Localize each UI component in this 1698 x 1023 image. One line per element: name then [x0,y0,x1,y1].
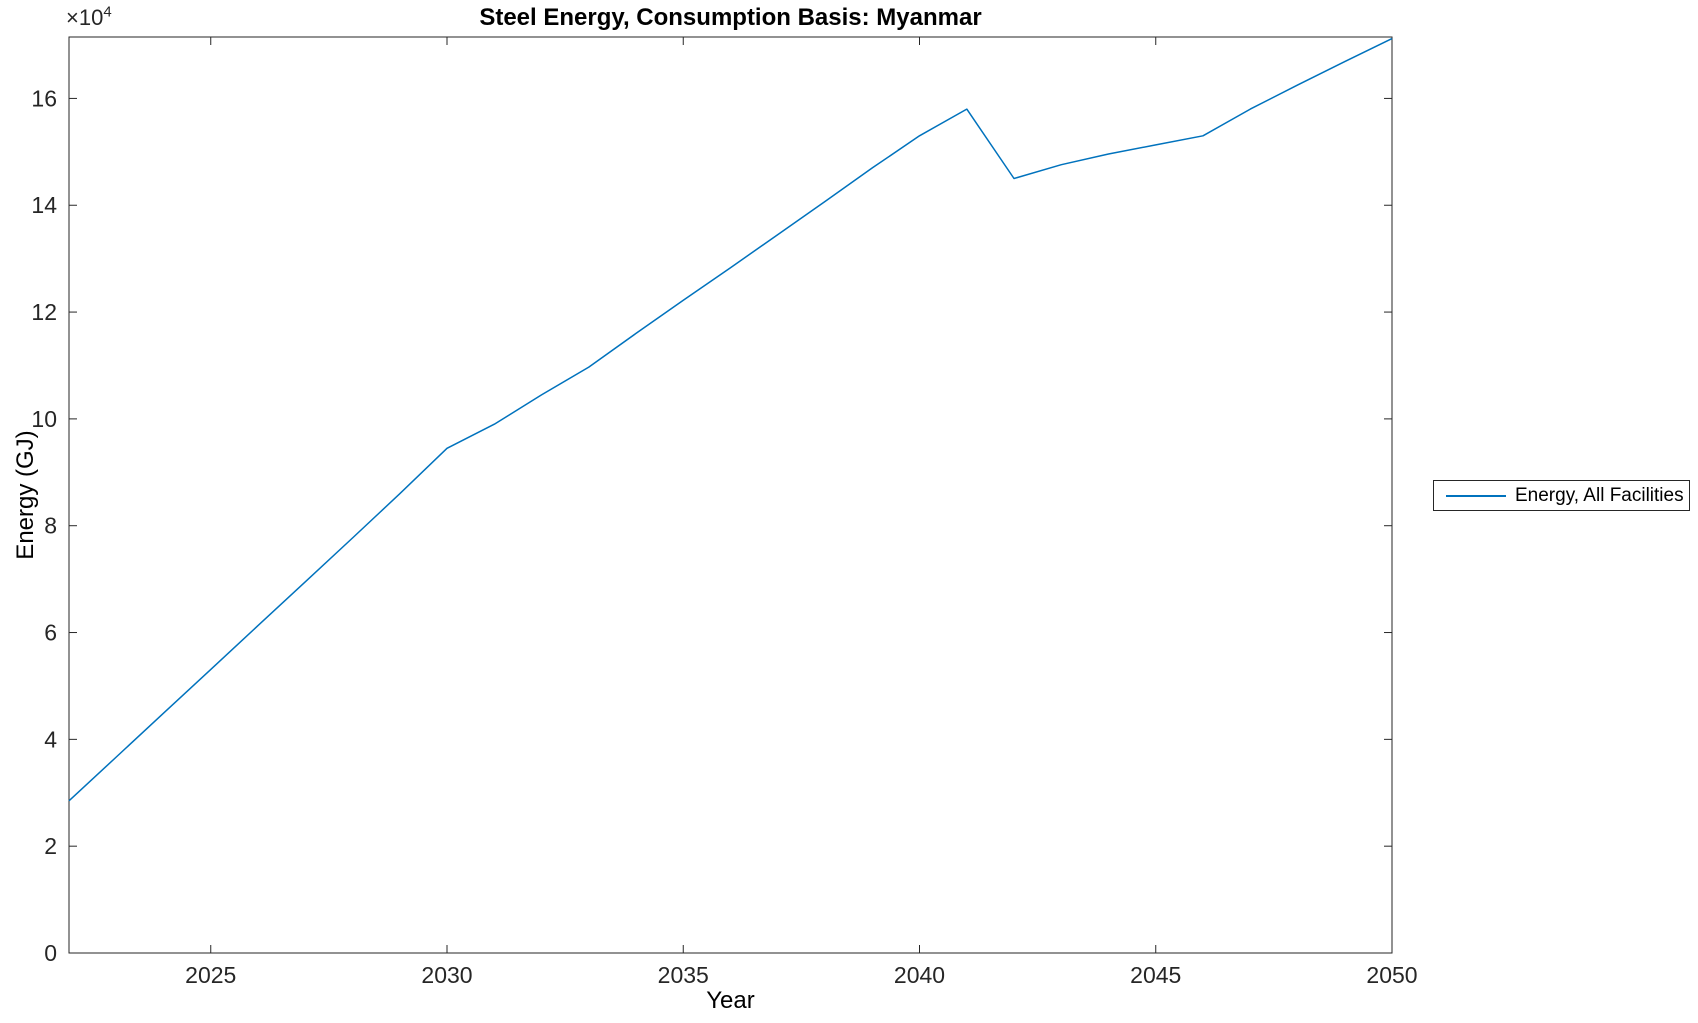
y-axis-label: Energy (GJ) [12,430,39,560]
y-axis-multiplier: ×104 [66,5,112,31]
x-axis-label: Year [706,987,755,1014]
x-tick-label: 2040 [894,962,945,988]
y-tick-label: 14 [31,192,57,218]
y-tick-label: 6 [44,620,57,646]
x-tick-label: 2030 [421,962,472,988]
x-tick-label: 2050 [1366,962,1417,988]
y-axis-multiplier-base: ×10 [66,5,104,30]
y-axis-multiplier-exponent: 4 [103,3,112,21]
y-tick-label: 8 [44,513,57,539]
y-tick-label: 0 [44,940,57,966]
y-tick-label: 10 [31,406,57,432]
y-tick-label: 2 [44,833,57,859]
y-tick-label: 16 [31,85,57,111]
data-line-energy-all-facilities [68,37,1393,802]
y-tick-label: 12 [31,299,57,325]
x-tick-label: 2025 [185,962,236,988]
x-tick-label: 2045 [1130,962,1181,988]
legend-box: Energy, All Facilities [1433,480,1690,511]
chart-title: Steel Energy, Consumption Basis: Myanmar [479,4,982,31]
x-tick-label: 2035 [658,962,709,988]
legend-entry-label: Energy, All Facilities [1515,484,1684,506]
y-tick-label: 4 [44,726,57,752]
legend-line-sample [1446,494,1506,497]
axes-box [68,36,1393,954]
